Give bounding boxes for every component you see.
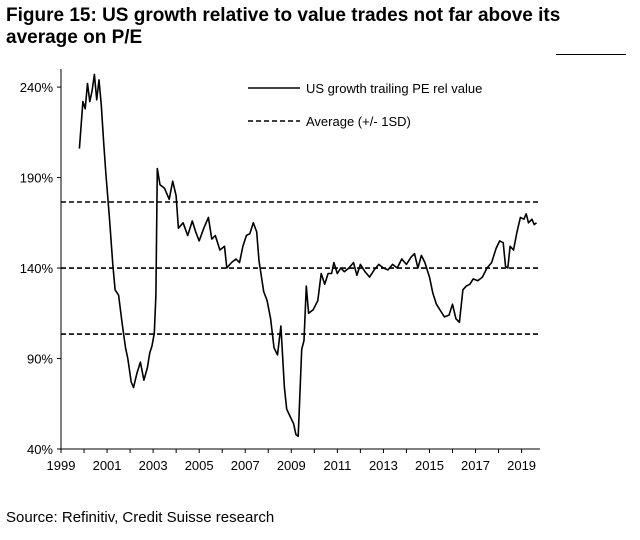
x-tick-label: 2011 xyxy=(323,458,351,473)
chart-axes xyxy=(60,69,540,450)
legend-label-solid: US growth trailing PE rel value xyxy=(306,81,482,96)
legend-label-dashed: Average (+/- 1SD) xyxy=(306,114,411,129)
x-tick-label: 2009 xyxy=(277,458,306,473)
figure-title: Figure 15: US growth relative to value t… xyxy=(6,5,561,48)
x-tick-label: 2015 xyxy=(415,458,444,473)
x-tick-label: 2001 xyxy=(93,458,122,473)
series-lines xyxy=(78,73,537,438)
average-sd-lines xyxy=(61,201,540,335)
y-axis-ticks: 40% 90% 140% 190% 240% xyxy=(20,80,61,457)
x-tick-label: 2003 xyxy=(139,458,168,473)
x-tick-label: 2013 xyxy=(369,458,398,473)
x-tick-label: 2017 xyxy=(461,458,490,473)
y-tick-label: 140% xyxy=(20,261,54,276)
x-tick-label: 1999 xyxy=(47,458,76,473)
title-underline xyxy=(556,54,626,55)
x-tick-label: 2005 xyxy=(185,458,214,473)
y-tick-label: 240% xyxy=(20,80,54,95)
y-tick-label: 40% xyxy=(27,442,53,457)
chart-legend: US growth trailing PE rel value Average (… xyxy=(248,81,482,129)
series-line-growth-pe xyxy=(78,73,537,438)
x-tick-label: 2007 xyxy=(231,458,260,473)
source-note: Source: Refinitiv, Credit Suisse researc… xyxy=(6,509,275,526)
x-axis-ticks: 1999 2001 2003 2005 2007 2009 2011 2013 2015 2017… xyxy=(47,449,536,473)
y-tick-label: 90% xyxy=(27,352,53,367)
y-tick-label: 190% xyxy=(20,171,54,186)
x-tick-label: 2019 xyxy=(507,458,536,473)
